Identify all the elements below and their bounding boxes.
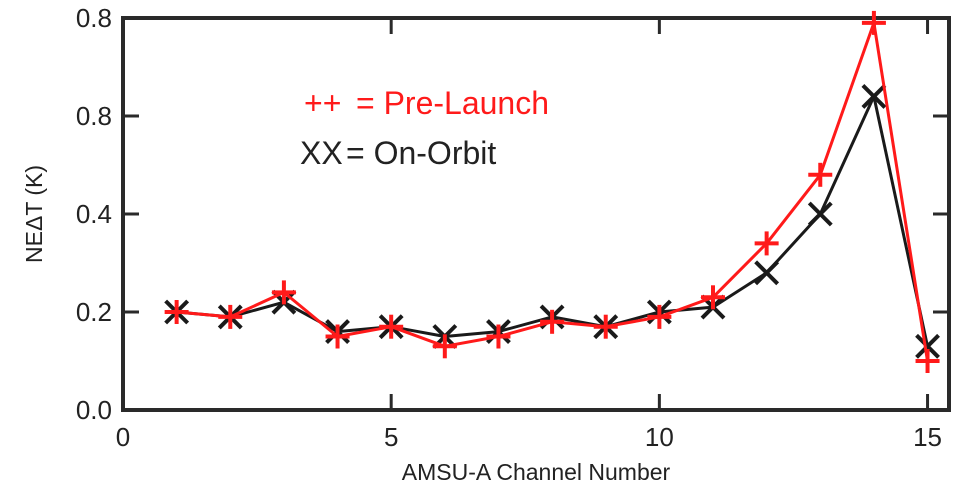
plus-marker (808, 162, 833, 187)
legend-marks-on-orbit: XX (300, 135, 343, 171)
series-layer (164, 10, 940, 373)
legend-label-on-orbit: = On-Orbit (346, 135, 496, 171)
y-tick-label: 0.4 (76, 199, 112, 229)
plus-marker (861, 10, 886, 35)
x-marker (807, 201, 833, 227)
plot-frame (121, 16, 951, 412)
plus-marker (647, 304, 672, 329)
x-axis-label: AMSU-A Channel Number (402, 459, 671, 485)
legend-label-pre-launch: = Pre-Launch (356, 85, 549, 121)
y-tick-label: 0.2 (76, 297, 112, 327)
x-marker (754, 260, 780, 286)
x-tick-label: 15 (913, 422, 942, 452)
x-marker (915, 333, 940, 359)
y-axis-label: NEΔT (K) (21, 165, 47, 263)
plus-marker (754, 231, 779, 256)
x-marker (861, 83, 887, 109)
plus-marker (325, 324, 350, 349)
plus-marker (271, 280, 296, 305)
x-tick-label: 10 (645, 422, 674, 452)
legend-marks-pre-launch: ++ (304, 85, 341, 121)
plus-marker (593, 314, 618, 339)
plus-marker (486, 324, 511, 349)
y-tick-label: 0.8 (76, 3, 112, 33)
plus-marker (379, 314, 404, 339)
plus-marker (164, 300, 189, 324)
x-tick-label: 5 (384, 422, 398, 452)
plus-marker (218, 304, 243, 329)
ticks-layer: 0 5 10 15 0.0 0.2 0.4 0.8 0.8 (76, 3, 949, 452)
y-tick-label: 0.0 (76, 395, 112, 425)
legend: ++ = Pre-Launch XX = On-Orbit (300, 85, 549, 171)
plus-marker (432, 334, 457, 359)
series-pre-launch (164, 10, 940, 373)
plus-marker (915, 349, 940, 373)
y-tick-label: 0.8 (76, 101, 112, 131)
plus-marker (540, 309, 565, 334)
x-tick-label: 0 (116, 422, 130, 452)
plus-marker (701, 285, 725, 310)
